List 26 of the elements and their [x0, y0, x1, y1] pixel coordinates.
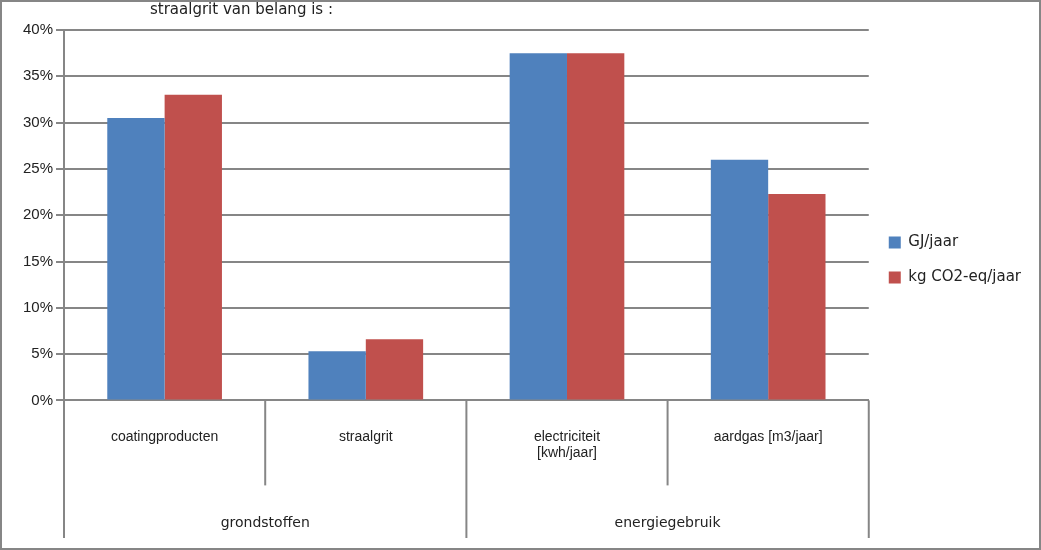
legend-label: GJ/jaar — [908, 232, 959, 251]
text: grondstoffen — [220, 514, 310, 531]
y-tick-label: 15% — [22, 251, 54, 269]
y-tick-label: 35% — [22, 66, 54, 84]
x-tick-label: electriciteit [kwh/jaar] — [533, 427, 601, 461]
text: straalgrit van belang is : — [150, 0, 333, 18]
legend-label: kg CO2-eq/jaar — [908, 267, 1022, 286]
x-tick-label: aardgas [m3/jaar] — [713, 427, 823, 444]
y-tick-label: 10% — [22, 297, 54, 315]
x-tick-label: straalgrit — [338, 427, 393, 444]
bar — [509, 53, 567, 400]
y-tick-label: 20% — [22, 205, 54, 223]
bar — [308, 351, 366, 400]
y-tick-label: 25% — [22, 159, 54, 177]
bar — [566, 53, 625, 400]
bar — [164, 94, 222, 400]
bar — [710, 159, 769, 400]
bar — [365, 339, 424, 400]
bar — [107, 117, 165, 400]
text: energiegebruik — [614, 514, 722, 531]
y-tick-label: 30% — [22, 112, 54, 130]
x-tick-label: coatingproducten — [110, 427, 219, 444]
y-tick-label: 5% — [31, 344, 54, 362]
y-tick-label: 0% — [31, 390, 54, 408]
bar — [768, 193, 826, 400]
y-tick-label: 40% — [22, 20, 54, 38]
